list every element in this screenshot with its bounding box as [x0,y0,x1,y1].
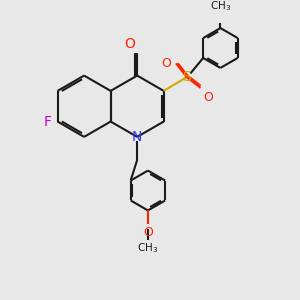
Text: N: N [132,130,142,144]
Text: O: O [124,37,135,51]
Text: S: S [182,70,191,84]
Text: O: O [161,57,171,70]
Text: O: O [143,226,153,239]
Text: CH$_3$: CH$_3$ [137,241,158,255]
Text: CH$_3$: CH$_3$ [210,0,231,13]
Text: F: F [44,115,52,128]
Text: O: O [204,91,213,104]
